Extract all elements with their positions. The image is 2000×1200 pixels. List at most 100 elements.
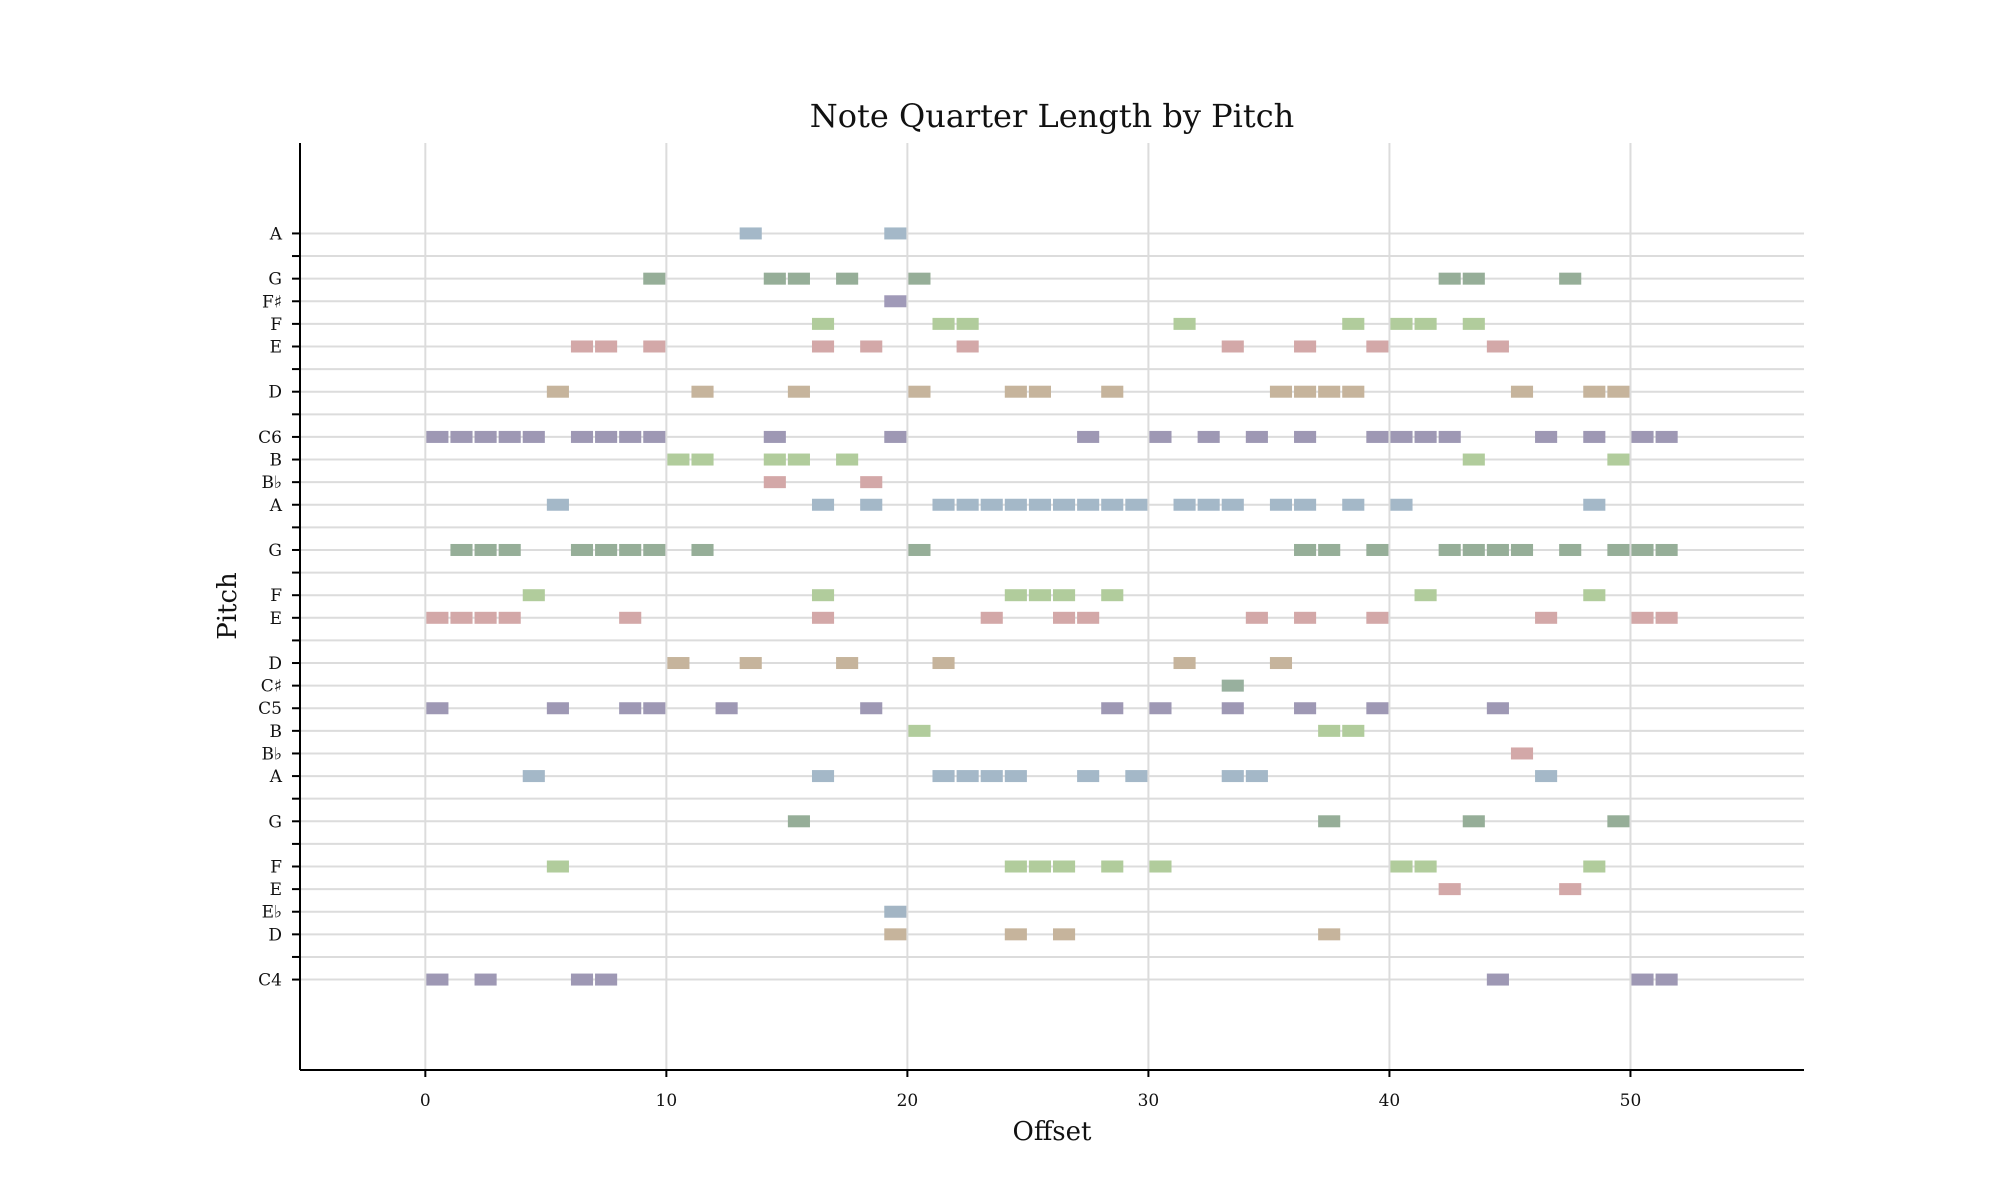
note-marker — [787, 815, 810, 828]
note-marker — [1221, 340, 1244, 353]
note-marker — [908, 385, 931, 398]
note-marker — [570, 973, 594, 986]
note-marker — [1077, 611, 1100, 624]
note-marker — [1197, 430, 1220, 443]
x-tick-label: 30 — [1138, 1091, 1160, 1111]
note-marker — [1028, 860, 1051, 873]
note-marker — [1438, 272, 1461, 285]
note-marker — [1366, 340, 1389, 353]
note-marker — [450, 611, 473, 624]
note-marker — [1149, 702, 1172, 715]
x-tick-label: 10 — [656, 1091, 678, 1111]
note-marker — [1390, 317, 1413, 330]
note-marker — [956, 340, 979, 353]
note-marker — [836, 453, 859, 466]
note-marker — [1149, 430, 1172, 443]
note-marker — [643, 430, 666, 443]
note-marker — [763, 453, 786, 466]
note-marker — [619, 543, 642, 556]
note-marker — [1245, 770, 1268, 783]
note-marker — [932, 317, 955, 330]
note-marker — [1607, 453, 1630, 466]
note-marker — [595, 543, 618, 556]
note-marker — [1028, 385, 1051, 398]
note-marker — [1294, 385, 1317, 398]
x-tick-label: 0 — [420, 1091, 431, 1111]
note-marker — [932, 770, 955, 783]
note-marker — [811, 589, 835, 602]
note-marker — [691, 453, 714, 466]
note-marker — [570, 430, 594, 443]
note-marker — [1294, 611, 1317, 624]
note-marker — [643, 272, 666, 285]
note-marker — [787, 453, 810, 466]
note-marker — [1414, 860, 1437, 873]
note-marker — [1004, 928, 1027, 941]
note-marker — [1342, 385, 1365, 398]
y-tick-label: B♭ — [261, 744, 282, 764]
note-marker — [1318, 543, 1341, 556]
note-marker — [1318, 724, 1341, 737]
note-marker — [1053, 860, 1076, 873]
note-marker — [1486, 973, 1509, 986]
note-marker — [1366, 611, 1389, 624]
note-marker — [546, 385, 569, 398]
note-marker — [763, 430, 786, 443]
note-marker — [884, 227, 907, 240]
note-marker — [811, 317, 835, 330]
note-marker — [1631, 611, 1654, 624]
y-tick-label: E — [270, 609, 282, 629]
note-marker — [667, 453, 690, 466]
note-marker — [474, 543, 497, 556]
note-marker — [474, 973, 497, 986]
note-marker — [1390, 498, 1413, 511]
note-marker — [884, 295, 907, 308]
note-marker — [1366, 702, 1389, 715]
x-tick-label: 40 — [1379, 1091, 1401, 1111]
note-marker — [595, 430, 618, 443]
note-marker — [570, 543, 594, 556]
note-marker — [1607, 543, 1630, 556]
note-marker — [1462, 272, 1485, 285]
note-marker — [860, 498, 883, 511]
note-marker — [1294, 702, 1317, 715]
note-marker — [1173, 498, 1196, 511]
note-marker — [980, 611, 1003, 624]
note-marker — [1655, 611, 1678, 624]
y-tick-label: F — [270, 858, 282, 878]
note-marker — [1173, 657, 1196, 670]
note-marker — [1342, 724, 1365, 737]
note-marker — [474, 430, 497, 443]
note-marker — [1583, 385, 1606, 398]
note-marker — [1414, 430, 1437, 443]
note-marker — [860, 476, 883, 489]
note-marker — [426, 430, 449, 443]
y-tick-label: G — [268, 812, 282, 832]
note-marker — [522, 770, 545, 783]
note-marker — [860, 702, 883, 715]
note-marker — [1221, 770, 1244, 783]
note-marker — [1077, 770, 1100, 783]
note-marker — [884, 905, 907, 918]
note-marker — [546, 860, 569, 873]
note-marker — [1559, 543, 1582, 556]
note-marker — [1053, 589, 1076, 602]
note-marker — [1655, 973, 1678, 986]
note-marker — [715, 702, 738, 715]
y-tick-label: B♭ — [261, 473, 282, 493]
note-marker — [956, 770, 979, 783]
note-marker — [1101, 860, 1124, 873]
note-marker — [1245, 611, 1268, 624]
note-marker — [1245, 430, 1268, 443]
note-marker — [498, 611, 521, 624]
note-marker — [522, 589, 545, 602]
y-tick-label: F — [270, 315, 282, 335]
note-marker — [1631, 430, 1654, 443]
note-marker — [836, 272, 859, 285]
note-marker — [450, 543, 473, 556]
note-marker — [787, 272, 810, 285]
note-marker — [956, 498, 979, 511]
note-marker — [1438, 543, 1461, 556]
note-marker — [595, 973, 618, 986]
note-marker — [1486, 340, 1509, 353]
